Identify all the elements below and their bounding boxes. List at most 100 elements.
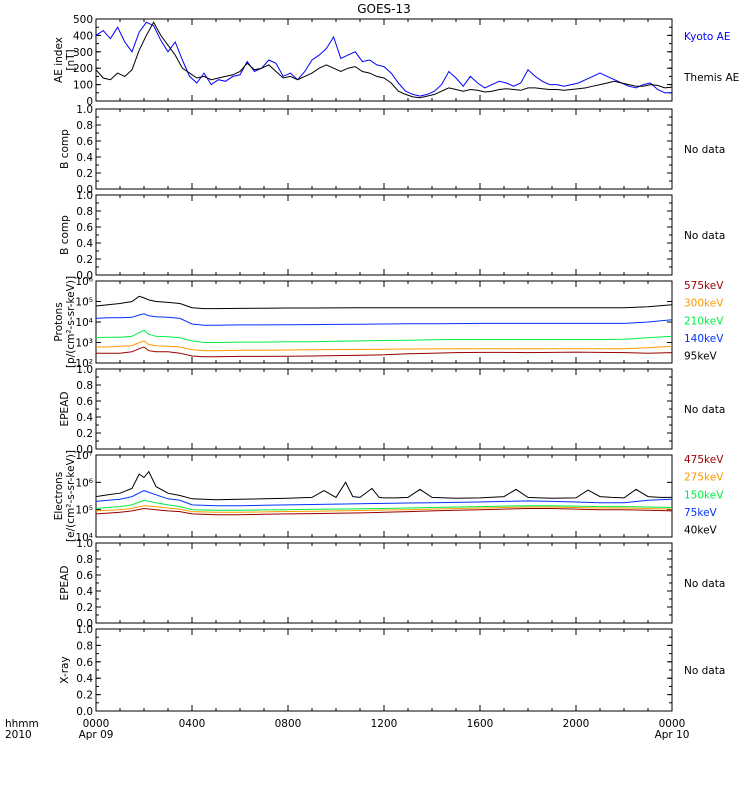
y-tick-label: 10⁵ <box>75 297 93 309</box>
date-label: Apr 09 <box>79 729 114 741</box>
y-tick-label: 0.8 <box>76 554 93 566</box>
year-label: 2010 <box>5 729 32 741</box>
y-tick-label: 0.0 <box>76 270 93 282</box>
y-axis-label: EPEAD <box>59 392 71 427</box>
y-tick-label: 0.6 <box>76 570 93 582</box>
y-tick-label: 0 <box>86 96 93 108</box>
no-data-label: No data <box>684 404 725 416</box>
y-tick-label: 1.0 <box>76 104 93 116</box>
y-tick-label: 200 <box>73 63 93 75</box>
x-tick-label: 1600 <box>467 718 494 730</box>
legend-150kev: 150keV <box>684 489 724 501</box>
legend-475kev: 475keV <box>684 454 724 466</box>
y-tick-label: 0.4 <box>76 412 93 424</box>
panel-frame <box>95 194 673 276</box>
y-tick-label: 0.0 <box>76 184 93 196</box>
y-tick-label: 0.2 <box>76 602 93 614</box>
y-axis-unit: [nT] <box>65 49 77 70</box>
y-tick-label: 1.0 <box>76 364 93 376</box>
legend-themis-ae: Themis AE <box>683 72 739 84</box>
y-tick-label: 10⁴ <box>75 532 93 544</box>
panel-ae: 0 100 200 300 400 500 AE index [nT] Kyoto AE Them… <box>53 14 739 108</box>
y-axis-label: AE index <box>53 37 65 83</box>
legend-275kev: 275keV <box>684 472 724 484</box>
series-line-475kev <box>96 507 672 516</box>
y-tick-label: 300 <box>73 47 93 59</box>
panel-epead2: 0.0 0.2 0.4 0.6 0.8 1.0 EPEAD No data <box>59 538 725 630</box>
y-tick-label: 0.4 <box>76 238 93 250</box>
y-axis-label: Electrons <box>53 472 65 521</box>
y-tick-label: 500 <box>73 14 93 26</box>
y-tick-label: 0.8 <box>76 640 93 652</box>
legend-210kev: 210keV <box>684 315 724 327</box>
panel-epead1: 0.0 0.2 0.4 0.6 0.8 1.0 EPEAD No data <box>59 364 725 456</box>
panel-b2: 0.0 0.2 0.4 0.6 0.8 1.0 B comp No data <box>59 190 725 282</box>
y-axis-label: B comp <box>59 215 71 255</box>
legend-140kev: 140keV <box>684 333 724 345</box>
no-data-label: No data <box>684 144 725 156</box>
series-line-210kev <box>96 329 672 343</box>
panels: 0 100 200 300 400 500 AE index [nT] Kyoto AE Them… <box>53 14 739 718</box>
x-tick-label: 0800 <box>275 718 302 730</box>
y-tick-label: 0.6 <box>76 222 93 234</box>
y-tick-label: 0.8 <box>76 120 93 132</box>
y-tick-label: 0.6 <box>76 136 93 148</box>
y-tick-label: 1.0 <box>76 538 93 550</box>
legend-95kev: 95keV <box>684 351 718 363</box>
series-line-40kev <box>96 470 672 501</box>
y-tick-label: 100 <box>73 80 93 92</box>
no-data-label: No data <box>684 230 725 242</box>
y-tick-label: 0.8 <box>76 380 93 392</box>
y-tick-label: 0.8 <box>76 206 93 218</box>
y-tick-label: 1.0 <box>76 190 93 202</box>
series-line-themis-ae <box>96 21 672 99</box>
x-tick-label: 1200 <box>371 718 398 730</box>
series-line-140kev <box>96 313 672 326</box>
y-tick-label: 0.6 <box>76 657 93 669</box>
y-tick-label: 0.2 <box>76 428 93 440</box>
panel-frame <box>95 542 673 624</box>
panel-xray: 0.0 0.2 0.4 0.6 0.8 1.0 X-ray No data <box>59 624 725 718</box>
panel-electrons: 10⁴ 10⁵ 10⁶ 10⁷ Electrons [e/(cm²-s-sr-keV)] 4… <box>53 450 724 544</box>
y-tick-label: 0.0 <box>76 706 93 718</box>
legend-75kev: 75keV <box>684 507 718 519</box>
series-line-150kev <box>96 499 672 511</box>
y-tick-label: 10⁶ <box>75 276 93 288</box>
x-tick-label: 2000 <box>563 718 590 730</box>
legend-300kev: 300keV <box>684 298 724 310</box>
y-tick-label: 10³ <box>75 338 93 350</box>
y-tick-label: 0.0 <box>76 444 93 456</box>
panel-b1: 0.0 0.2 0.4 0.6 0.8 1.0 B comp No data <box>59 104 725 196</box>
series-line-95kev <box>96 295 672 310</box>
y-tick-label: 1.0 <box>76 624 93 636</box>
panel-frame <box>95 628 673 712</box>
time-unit-label: hhmm <box>5 718 39 730</box>
y-tick-label: 0.4 <box>76 586 93 598</box>
y-tick-label: 10⁶ <box>75 477 93 489</box>
panel-frame <box>95 280 673 364</box>
panel-frame <box>95 108 673 190</box>
panel-frame <box>95 368 673 450</box>
y-tick-label: 10⁵ <box>75 505 93 517</box>
series-line-575kev <box>96 346 672 358</box>
series-line-300kev <box>96 340 672 352</box>
series-line-275kev <box>96 505 672 513</box>
legend-40kev: 40keV <box>684 525 718 537</box>
y-axis-unit: [e/(cm²-s-sr-keV)] <box>65 450 77 542</box>
y-axis-label: EPEAD <box>59 566 71 601</box>
legend-kyoto-ae: Kyoto AE <box>684 31 730 43</box>
y-tick-label: 0.6 <box>76 396 93 408</box>
no-data-label: No data <box>684 578 725 590</box>
y-axis-label: X-ray <box>59 656 71 683</box>
panel-protons: 10² 10³ 10⁴ 10⁵ 10⁶ Protons [p/(cm²-s-sr-keV)]… <box>53 276 724 370</box>
y-axis-label: B comp <box>59 129 71 169</box>
y-tick-label: 0.2 <box>76 690 93 702</box>
y-tick-label: 0.4 <box>76 152 93 164</box>
legend-575kev: 575keV <box>684 280 724 292</box>
no-data-label: No data <box>684 665 725 677</box>
date-label: Apr 10 <box>655 729 690 741</box>
y-tick-label: 0.0 <box>76 618 93 630</box>
y-tick-label: 10² <box>75 358 93 370</box>
